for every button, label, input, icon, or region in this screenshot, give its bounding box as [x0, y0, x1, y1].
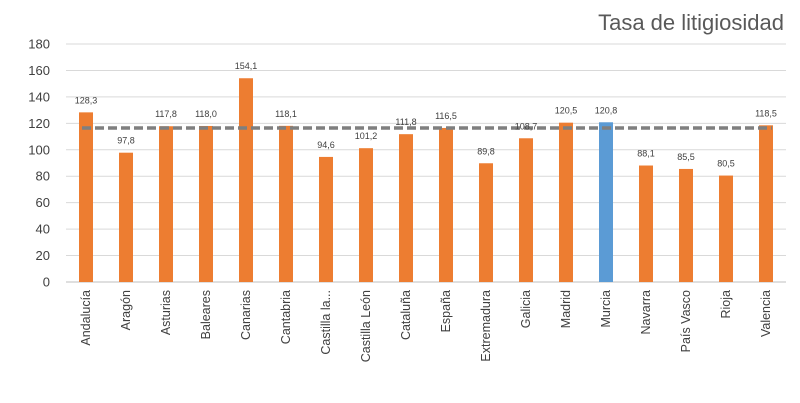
data-label-10: 89,8 — [477, 146, 495, 156]
bar-2 — [159, 126, 173, 283]
y-tick-label: 80 — [36, 169, 50, 184]
x-axis-tick-labels: Andalucía Aragón Asturias Baleares Canarias C… — [79, 290, 773, 362]
x-tick-label-8: Cataluña — [399, 290, 413, 340]
bar-14 — [639, 165, 653, 282]
x-tick-label-1: Aragón — [119, 290, 133, 330]
data-label-3: 118,0 — [195, 109, 217, 119]
bar-13 — [599, 122, 613, 282]
x-tick-label-2: Asturias — [159, 290, 173, 335]
bar-3 — [199, 125, 213, 282]
data-label-17: 118,5 — [755, 108, 777, 118]
y-tick-label: 60 — [36, 195, 50, 210]
y-tick-label: 0 — [43, 275, 50, 290]
bar-12 — [559, 122, 573, 282]
x-tick-label-5: Cantabria — [279, 290, 293, 344]
x-tick-label-11: Galicia — [519, 290, 533, 328]
bars — [79, 78, 773, 283]
x-tick-label-13: Murcia — [599, 290, 613, 328]
data-label-8: 111,8 — [395, 117, 416, 127]
bar-10 — [479, 163, 493, 282]
bar-5 — [279, 125, 293, 283]
bar-16 — [719, 175, 733, 282]
chart-title: Tasa de litigiosidad — [598, 10, 784, 35]
x-tick-label-15: País Vasco — [679, 290, 693, 352]
bar-15 — [679, 168, 693, 282]
bar-11 — [519, 138, 533, 282]
y-axis-tick-labels: 0 20 40 60 80 100 120 140 160 180 — [28, 37, 50, 290]
x-tick-label-6: Castilla la... — [319, 290, 333, 355]
gridlines — [66, 43, 786, 283]
data-label-7: 101,2 — [355, 131, 378, 141]
data-label-16: 80,5 — [717, 159, 735, 169]
y-tick-label: 40 — [36, 222, 50, 237]
y-tick-label: 140 — [28, 89, 50, 104]
x-tick-label-14: Navarra — [639, 290, 653, 335]
x-tick-label-9: España — [439, 290, 453, 332]
data-labels: 128,3 97,8 117,8 118,0 154,1 118,1 94,6 101,2 11… — [75, 61, 777, 168]
y-tick-label: 100 — [28, 142, 50, 157]
data-label-14: 88,1 — [637, 149, 655, 159]
y-tick-label: 120 — [28, 116, 50, 131]
data-label-2: 117,8 — [155, 109, 177, 119]
x-tick-label-17: Valencia — [759, 290, 773, 337]
data-label-9: 116,5 — [435, 111, 457, 121]
bar-7 — [359, 148, 373, 282]
data-label-11: 108,7 — [515, 121, 538, 131]
data-label-12: 120,5 — [555, 106, 578, 116]
data-label-6: 94,6 — [317, 140, 335, 150]
data-label-13: 120,8 — [595, 105, 618, 115]
x-tick-label-7: Castilla León — [359, 290, 373, 362]
data-label-15: 85,5 — [677, 152, 695, 162]
data-label-4: 154,1 — [235, 61, 258, 71]
x-tick-label-16: Rioja — [719, 290, 733, 319]
data-label-0: 128,3 — [75, 95, 98, 105]
y-tick-label: 180 — [28, 37, 50, 52]
bar-4 — [239, 78, 253, 283]
bar-9 — [439, 127, 453, 282]
bar-0 — [79, 112, 93, 282]
y-tick-label: 160 — [28, 63, 50, 78]
bar-1 — [119, 152, 133, 282]
x-tick-label-10: Extremadura — [479, 290, 493, 362]
x-tick-label-0: Andalucía — [79, 290, 93, 346]
data-label-5: 118,1 — [275, 109, 297, 119]
data-label-1: 97,8 — [117, 136, 135, 146]
x-tick-label-4: Canarias — [239, 290, 253, 340]
y-tick-label: 20 — [36, 248, 50, 263]
x-tick-label-12: Madrid — [559, 290, 573, 328]
bar-6 — [319, 156, 333, 282]
x-tick-label-3: Baleares — [199, 290, 213, 339]
bar-17 — [759, 125, 773, 282]
bar-8 — [399, 134, 413, 282]
